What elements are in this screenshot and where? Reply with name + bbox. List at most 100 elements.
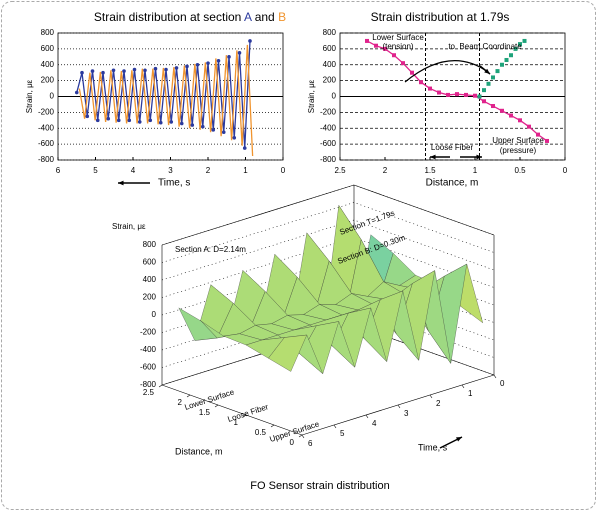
data-point xyxy=(200,124,205,129)
d-tick xyxy=(242,414,247,418)
z-tick-label: -600 xyxy=(140,363,157,372)
data-point xyxy=(95,118,100,123)
t-tick-label: 5 xyxy=(340,429,345,438)
data-point xyxy=(401,61,405,66)
data-point xyxy=(464,92,468,97)
data-point xyxy=(101,70,105,75)
box-edge xyxy=(161,384,303,436)
title-part: Strain distribution at section xyxy=(94,10,244,24)
data-point xyxy=(232,135,237,140)
series-line xyxy=(78,44,254,157)
y-tick-label: 800 xyxy=(41,28,55,37)
annotation: Upper Surface xyxy=(492,136,544,145)
box-edge xyxy=(353,184,495,236)
data-point xyxy=(85,114,90,119)
data-point xyxy=(148,118,153,123)
title-part: and xyxy=(251,10,278,24)
d-tick-label: 0.5 xyxy=(255,428,267,437)
y-tick-label: -600 xyxy=(320,139,337,148)
data-point xyxy=(419,80,423,85)
x-tick-label: 5 xyxy=(93,166,98,175)
annotation: Loose Fiber xyxy=(431,143,474,152)
data-point xyxy=(473,93,477,98)
data-point xyxy=(137,120,142,124)
data-point xyxy=(518,42,522,47)
t-tick-label: 0 xyxy=(500,379,505,388)
y-tick-label: 800 xyxy=(323,28,337,37)
grid-line xyxy=(161,219,495,281)
z-tick-label: 600 xyxy=(143,258,157,267)
chart-title: Strain distribution at section A and B xyxy=(94,10,286,24)
data-point xyxy=(169,120,174,124)
t-tick xyxy=(461,384,465,389)
data-point xyxy=(482,99,486,104)
data-point xyxy=(513,46,518,51)
y-tick-label: -800 xyxy=(320,155,337,164)
d-tick xyxy=(270,424,275,428)
x-tick-label: 0 xyxy=(281,166,286,175)
data-point xyxy=(132,67,137,72)
annotation: (tension) xyxy=(382,42,413,51)
data-point xyxy=(491,75,495,80)
data-point xyxy=(122,69,126,73)
data-point xyxy=(437,90,441,95)
t-tick xyxy=(493,374,497,379)
data-point xyxy=(116,118,121,123)
data-point xyxy=(242,146,247,150)
data-point xyxy=(491,104,495,109)
data-point xyxy=(500,108,504,113)
x-tick-label: 0.5 xyxy=(514,166,526,175)
t-tick xyxy=(429,394,433,399)
d-tick xyxy=(186,394,191,398)
data-point xyxy=(477,94,482,99)
data-point xyxy=(127,118,132,123)
data-point xyxy=(500,62,504,67)
d-tick-label: 1 xyxy=(234,418,239,427)
data-point xyxy=(158,120,163,125)
y-tick-label: -400 xyxy=(38,123,55,132)
data-point xyxy=(527,124,531,129)
surface-patch xyxy=(268,334,308,372)
annotation: Lower Surface xyxy=(372,33,424,42)
data-point xyxy=(522,38,527,43)
data-point xyxy=(486,81,491,86)
data-point xyxy=(392,53,396,58)
data-point xyxy=(410,70,414,75)
t-tick xyxy=(333,424,337,429)
z-tick-label: 0 xyxy=(152,310,157,319)
y-tick-label: 0 xyxy=(332,92,337,101)
data-point xyxy=(206,61,210,65)
y-tick-label: 400 xyxy=(323,60,337,69)
t-tick-label: 3 xyxy=(404,409,409,418)
data-point xyxy=(509,53,513,58)
y-tick-label: -200 xyxy=(320,107,337,116)
d-tick-label: 1.5 xyxy=(199,408,211,417)
data-point xyxy=(482,88,486,93)
title-part: B xyxy=(278,10,286,24)
annotation: (pressure) xyxy=(500,146,537,155)
series-line xyxy=(76,40,251,149)
x-axis-label: Time, s xyxy=(158,178,190,189)
data-point xyxy=(227,55,231,59)
z-tick-label: 200 xyxy=(143,293,157,302)
data-point xyxy=(365,38,369,43)
data-point xyxy=(174,66,179,70)
x-tick-label: 3 xyxy=(168,166,173,175)
y-axis-label: Strain, με xyxy=(307,79,316,113)
data-point xyxy=(455,92,459,97)
data-point xyxy=(446,92,450,97)
z-tick-label: -800 xyxy=(140,380,157,389)
z-tick-label: -400 xyxy=(140,345,157,354)
grid-line xyxy=(161,202,495,263)
data-point xyxy=(143,68,147,73)
z-tick-label: 400 xyxy=(143,275,157,284)
data-point xyxy=(216,58,221,63)
z-tick-label: -200 xyxy=(140,328,157,337)
data-point xyxy=(428,86,432,91)
data-point xyxy=(74,90,79,95)
t-axis-label: Time, s xyxy=(418,442,448,452)
grid-line xyxy=(161,237,495,298)
t-tick-label: 6 xyxy=(308,439,313,448)
arrow-head xyxy=(456,437,462,442)
